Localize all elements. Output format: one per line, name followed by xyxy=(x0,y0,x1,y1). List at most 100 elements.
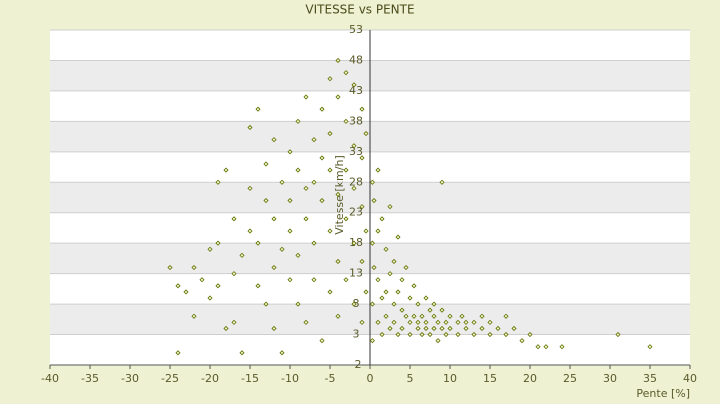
point xyxy=(263,301,269,307)
point xyxy=(399,325,405,332)
point xyxy=(343,216,349,222)
point xyxy=(447,313,453,319)
point xyxy=(439,307,445,313)
point xyxy=(371,264,377,271)
y-tick-label: 3 xyxy=(353,328,360,341)
point xyxy=(255,106,261,112)
point xyxy=(415,325,421,332)
point xyxy=(411,283,417,289)
point xyxy=(327,167,333,173)
point xyxy=(327,228,333,234)
point xyxy=(363,289,369,295)
point xyxy=(263,197,269,204)
point xyxy=(439,325,445,332)
point xyxy=(423,325,429,332)
x-tick-label: -15 xyxy=(241,372,259,385)
y-tick-label: 23 xyxy=(349,206,363,219)
point xyxy=(271,325,277,332)
point xyxy=(407,331,413,338)
point xyxy=(319,106,325,112)
point xyxy=(487,319,493,325)
point xyxy=(231,216,237,222)
point xyxy=(191,313,197,319)
point xyxy=(431,313,437,319)
x-tick-label: 10 xyxy=(443,372,457,385)
point xyxy=(327,130,333,137)
point xyxy=(215,240,221,246)
point xyxy=(495,325,501,332)
y-tick-label: 48 xyxy=(349,53,363,66)
point xyxy=(371,197,377,204)
x-tick-label: 15 xyxy=(483,372,497,385)
point xyxy=(439,179,445,185)
x-tick-label: 30 xyxy=(603,372,617,385)
point xyxy=(399,307,405,313)
x-tick-label: 0 xyxy=(367,372,374,385)
point xyxy=(279,179,285,185)
point xyxy=(255,240,261,246)
point xyxy=(359,258,365,265)
point xyxy=(343,167,349,173)
point xyxy=(455,331,461,338)
point xyxy=(287,197,293,204)
point xyxy=(391,301,397,307)
point xyxy=(487,331,493,338)
point xyxy=(615,331,621,338)
point xyxy=(207,295,213,301)
point xyxy=(535,344,541,350)
point xyxy=(387,271,393,277)
point xyxy=(223,325,229,332)
point xyxy=(647,344,653,350)
point xyxy=(351,185,357,191)
point xyxy=(303,185,309,191)
point xyxy=(511,325,517,332)
point xyxy=(411,313,417,319)
point xyxy=(215,283,221,289)
point xyxy=(175,283,181,289)
x-tick-label: 35 xyxy=(643,372,657,385)
point xyxy=(359,319,365,325)
point xyxy=(379,295,385,301)
point xyxy=(199,277,205,283)
point xyxy=(503,331,509,338)
y-tick-label: 28 xyxy=(349,175,363,188)
point xyxy=(351,82,357,88)
point xyxy=(443,319,449,325)
point xyxy=(403,313,409,319)
point xyxy=(255,283,261,289)
point xyxy=(423,295,429,301)
point xyxy=(369,301,375,307)
point xyxy=(395,234,401,240)
point xyxy=(335,313,341,319)
point xyxy=(435,338,441,344)
point xyxy=(335,57,341,64)
point xyxy=(215,179,221,185)
point xyxy=(387,204,393,210)
y-tick-label: 43 xyxy=(349,84,363,97)
point xyxy=(459,313,465,319)
point xyxy=(327,76,333,82)
point xyxy=(369,179,375,185)
point xyxy=(519,338,525,344)
point xyxy=(443,331,449,338)
point xyxy=(419,313,425,319)
point xyxy=(387,325,393,332)
point xyxy=(391,258,397,265)
x-tick-label: 25 xyxy=(563,372,577,385)
point xyxy=(379,331,385,338)
point xyxy=(383,289,389,295)
point xyxy=(223,167,229,173)
point xyxy=(351,143,357,149)
point xyxy=(351,240,357,246)
x-tick-label: -25 xyxy=(161,372,179,385)
point xyxy=(319,197,325,204)
point xyxy=(375,277,381,283)
point xyxy=(295,118,301,124)
y-tick-label: 33 xyxy=(349,145,363,158)
point xyxy=(351,301,357,307)
x-tick-label: -20 xyxy=(201,372,219,385)
point xyxy=(327,289,333,295)
point xyxy=(247,124,253,131)
point xyxy=(391,319,397,325)
